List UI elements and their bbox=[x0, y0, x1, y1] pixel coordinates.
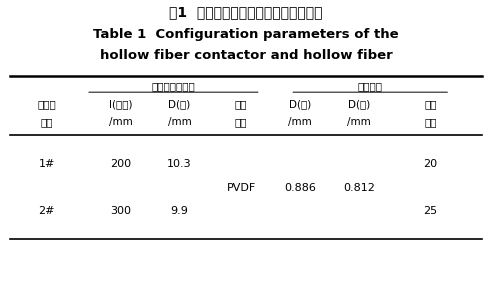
Text: 根数: 根数 bbox=[424, 117, 437, 127]
Text: 表1  中空纤维膜接触器及中空纤维参数: 表1 中空纤维膜接触器及中空纤维参数 bbox=[169, 5, 323, 19]
Text: 薄膜: 薄膜 bbox=[235, 99, 247, 110]
Text: /mm: /mm bbox=[288, 117, 312, 127]
Text: /mm: /mm bbox=[109, 117, 132, 127]
Text: 0.886: 0.886 bbox=[284, 183, 316, 193]
Text: 300: 300 bbox=[110, 206, 131, 216]
Text: 20: 20 bbox=[424, 159, 437, 169]
Text: 材料: 材料 bbox=[235, 117, 247, 127]
Text: D(内): D(内) bbox=[168, 99, 191, 110]
Text: l(有效): l(有效) bbox=[109, 99, 132, 110]
Text: 25: 25 bbox=[424, 206, 437, 216]
Text: D(外): D(外) bbox=[289, 99, 311, 110]
Text: 膜丝: 膜丝 bbox=[424, 99, 437, 110]
Text: 9.9: 9.9 bbox=[171, 206, 188, 216]
Text: PVDF: PVDF bbox=[226, 183, 256, 193]
Text: D(内): D(内) bbox=[348, 99, 370, 110]
Text: 型号: 型号 bbox=[40, 117, 53, 127]
Text: Table 1  Configuration parameters of the: Table 1 Configuration parameters of the bbox=[93, 28, 399, 41]
Text: 中空纤维: 中空纤维 bbox=[358, 81, 383, 92]
Text: 10.3: 10.3 bbox=[167, 159, 192, 169]
Text: 接触器: 接触器 bbox=[37, 99, 56, 110]
Text: /mm: /mm bbox=[347, 117, 371, 127]
Text: 中空纤维接触器: 中空纤维接触器 bbox=[152, 81, 195, 92]
Text: 200: 200 bbox=[110, 159, 131, 169]
Text: hollow fiber contactor and hollow fiber: hollow fiber contactor and hollow fiber bbox=[99, 49, 393, 62]
Text: 0.812: 0.812 bbox=[343, 183, 375, 193]
Text: /mm: /mm bbox=[168, 117, 191, 127]
Text: 2#: 2# bbox=[38, 206, 55, 216]
Text: 1#: 1# bbox=[38, 159, 55, 169]
